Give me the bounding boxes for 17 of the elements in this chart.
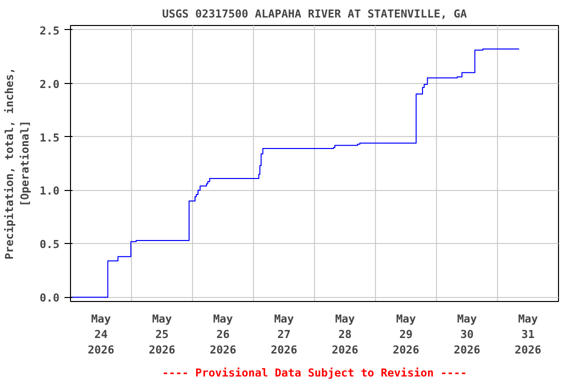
x-tick-label: May 27 2026 [270,312,298,357]
x-tick-label: May 30 2026 [454,312,481,357]
y-tick-label: 1.0 [40,184,60,198]
x-tick-label: May 29 2026 [392,312,420,357]
text: ---- Provisional Data Subject to Revision ---- [162,366,467,380]
y-tick-label: 0.0 [40,292,60,305]
y-tick-label: 0.5 [40,238,60,252]
x-tick-label: May 28 2026 [332,312,359,357]
chart-title: USGS 02317500 ALAPAHA RIVER AT STATENVILLE, GA [162,8,468,20]
x-tick-label: May 26 2026 [210,312,237,357]
x-tick-label: May 24 2026 [88,312,115,357]
x-tick-label: May 31 2026 [514,312,542,357]
y-tick-label: 2.5 [40,24,60,38]
y-tick-label: 1.5 [40,131,60,144]
y-tick-label: 2.0 [40,78,60,91]
y-axis-title: Precipitation, total, inches, [Operational] [3,67,32,260]
x-tick-label: May 25 2026 [148,312,176,357]
